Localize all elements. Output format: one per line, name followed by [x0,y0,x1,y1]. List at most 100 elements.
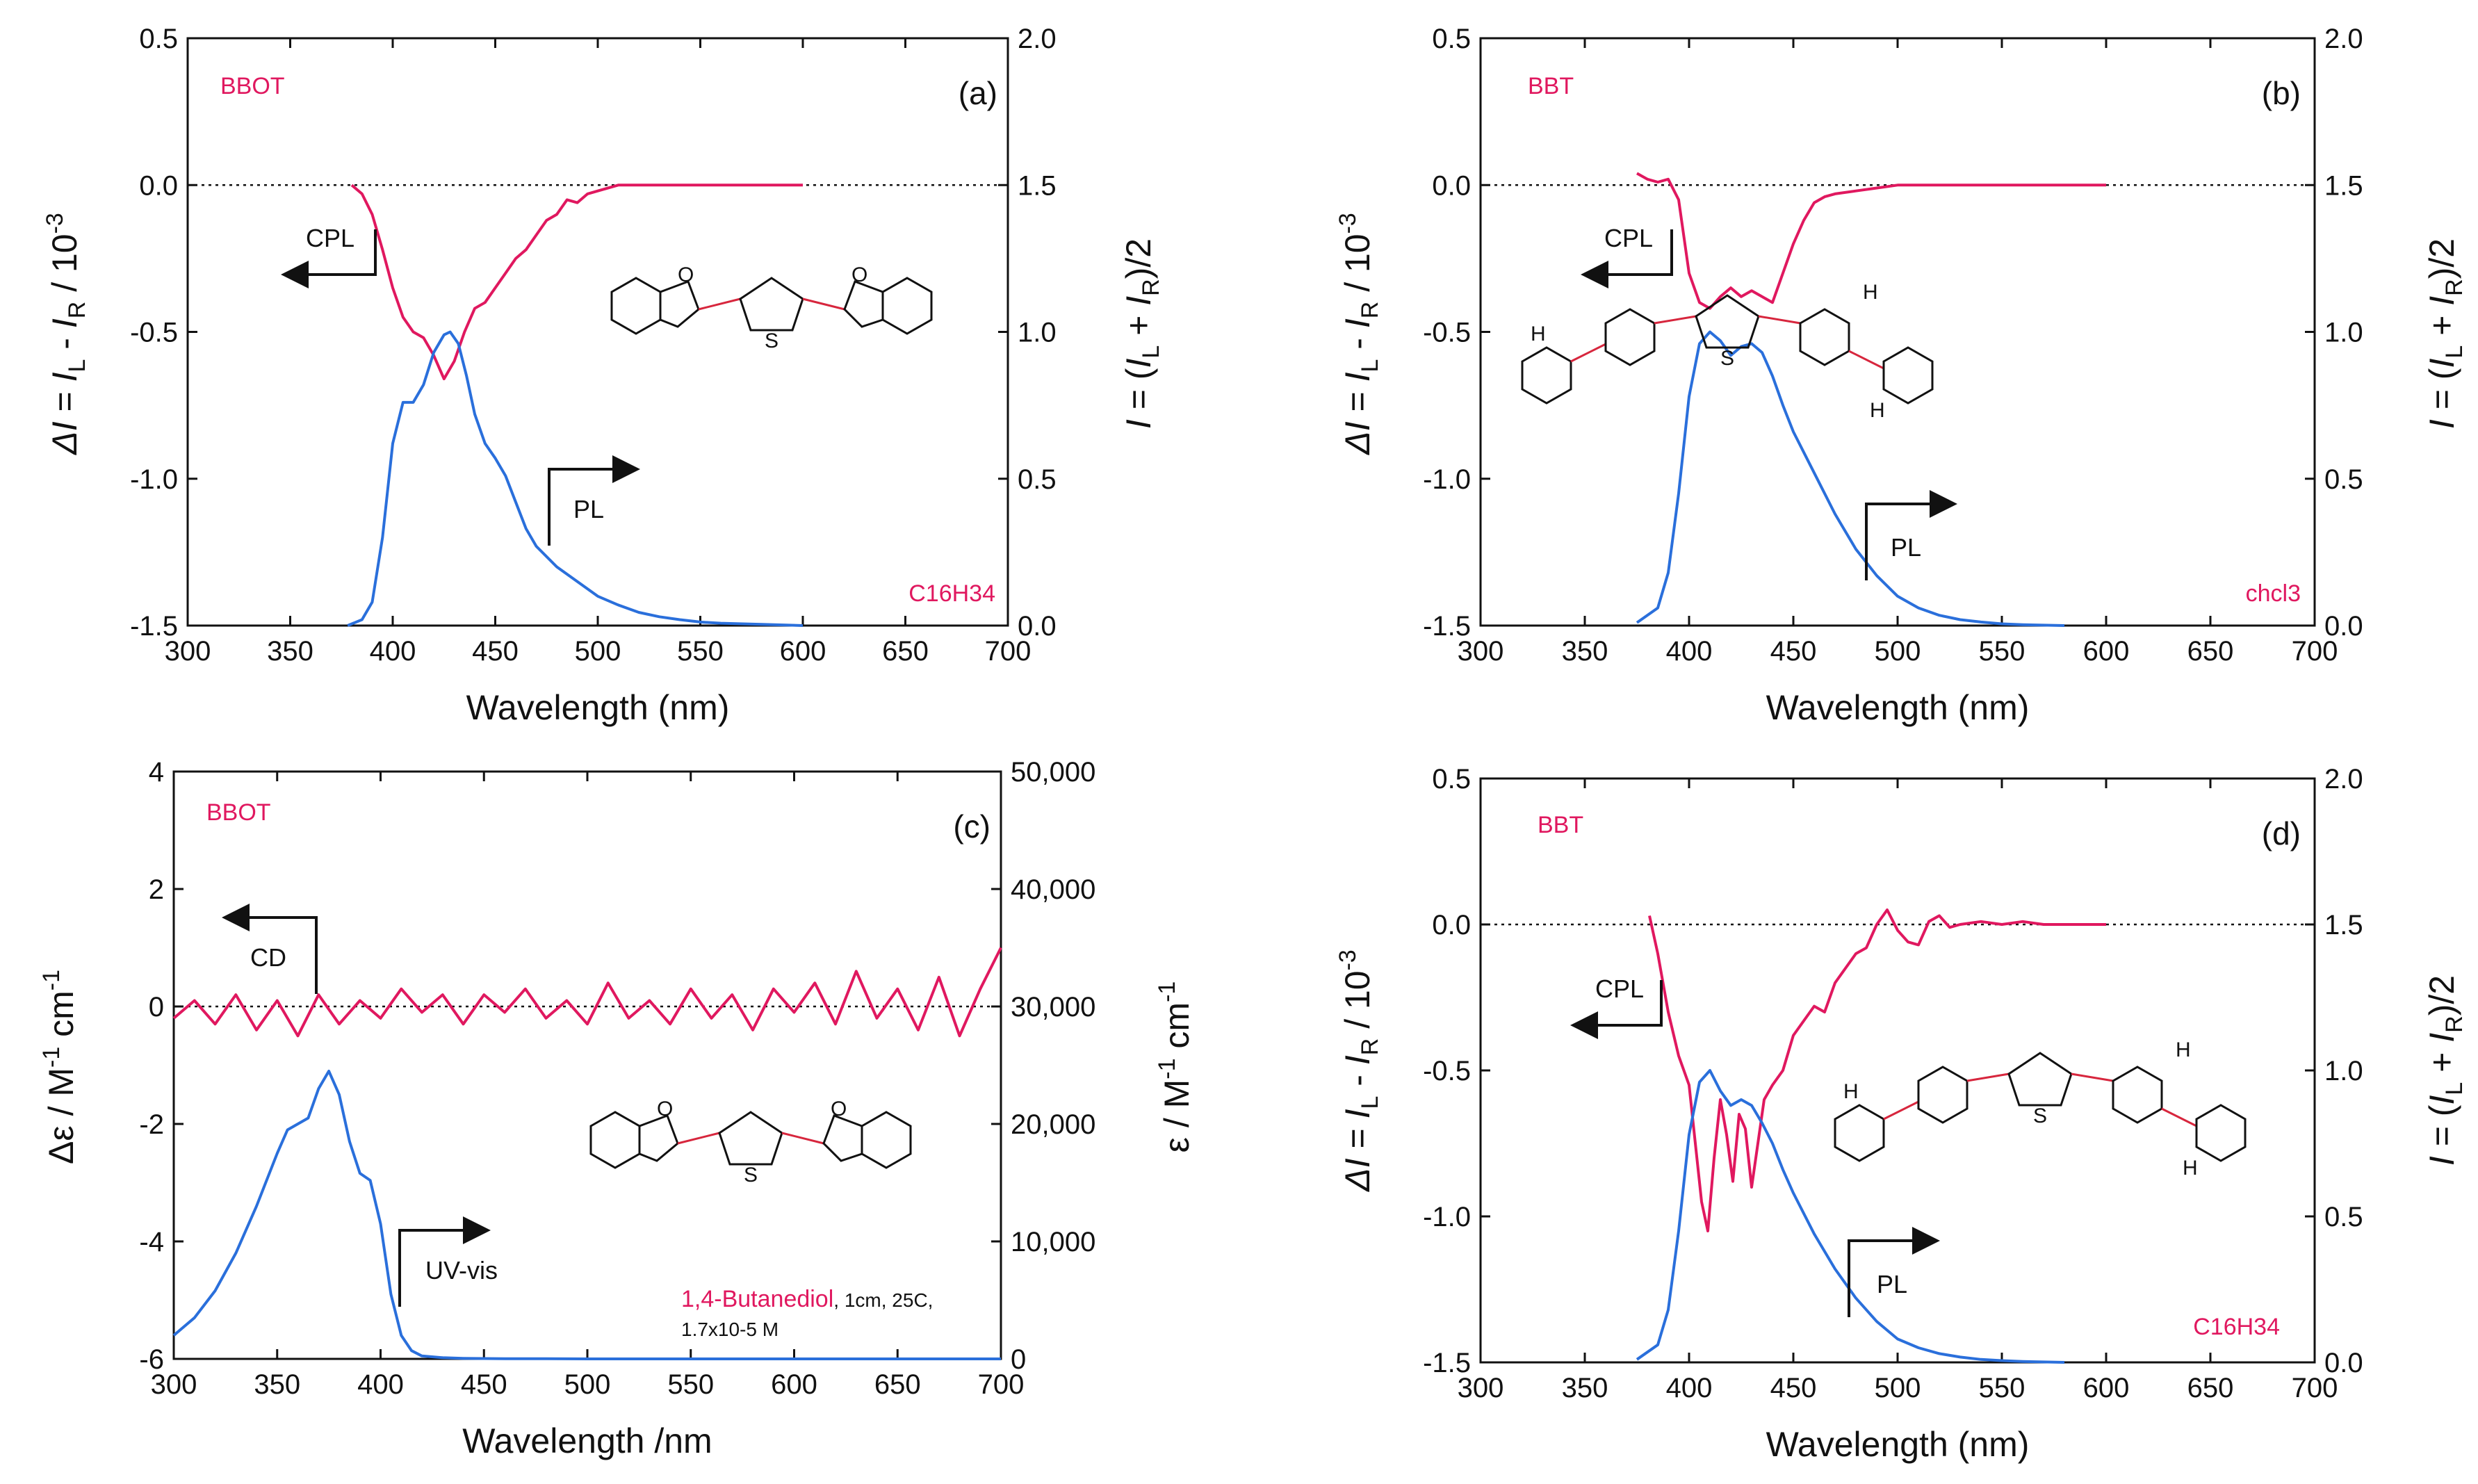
x-tick-label: 500 [575,636,621,667]
y-left-tick-label: -1.5 [1423,1348,1471,1378]
x-tick-label: 650 [874,1369,921,1400]
right-axis-title: ε / M-1 cm-1 [1154,981,1196,1153]
x-tick-label: 700 [2292,636,2338,667]
y-right-tick-label: 0.5 [2324,464,2363,495]
x-tick-label: 300 [1458,636,1504,667]
x-tick-label: 650 [2187,1373,2234,1403]
y-right-tick-label: 2.0 [2324,764,2363,794]
svg-text:H: H [1870,399,1885,422]
panel-label: (b) [2262,75,2301,111]
x-tick-label: 450 [1770,1373,1817,1403]
y-right-tick-label: 1.0 [2324,318,2363,348]
compound-label: BBOT [206,799,271,826]
y-right-tick-label: 0.5 [2324,1202,2363,1232]
compound-label: BBT [1538,812,1583,838]
x-tick-label: 600 [771,1369,817,1400]
svg-text:O: O [678,263,694,286]
svg-text:H: H [2176,1038,2191,1061]
cd-arrow: CD [222,904,318,994]
panel-label: (c) [953,808,991,845]
y-right-tick-label: 2.0 [1018,24,1057,54]
y-right-tick-label: 40,000 [1011,874,1095,905]
x-tick-label: 350 [254,1369,300,1400]
x-axis-title: Wavelength (nm) [1766,1425,2030,1464]
svg-text:H: H [1863,281,1878,304]
x-tick-label: 650 [882,636,929,667]
x-tick-label: 500 [1875,636,1921,667]
svg-text:S: S [2033,1104,2047,1127]
svg-text:S: S [1720,347,1734,370]
molecule-structure: O S O [610,263,933,352]
cpl-arrow: CPL [1581,224,1673,288]
x-tick-label: 300 [165,636,211,667]
y-left-tick-label: 0.0 [139,170,178,201]
x-axis-title: Wavelength (nm) [466,688,730,727]
solvent-label: C16H34 [908,580,995,607]
y-right-tick-label: 1.5 [1018,170,1057,201]
cpl-arrow: CPL [281,224,377,288]
y-left-tick-label: 2 [149,874,164,905]
compound-label: BBT [1528,73,1574,99]
svg-text:O: O [657,1098,673,1120]
molecule-structure: O S O [589,1098,912,1187]
y-left-tick-label: -0.5 [1423,318,1471,348]
x-tick-label: 550 [677,636,724,667]
y-right-tick-label: 0.0 [1018,611,1057,642]
series-line-pl [1636,330,2065,627]
svg-text:Δε / M-1 cm-1: Δε / M-1 cm-1 [38,970,81,1164]
panel-d: 300 350 400 450 500 550 600 650 700 0.5 0.0 -0.5 -1.… [1335,764,2468,1464]
svg-text:O: O [831,1098,847,1120]
conditions-note: 1,4-Butanediol, 1cm, 25C, [681,1286,933,1312]
cpl-arrow-label: CPL [1604,224,1653,252]
x-axis-title: Wavelength (nm) [1766,688,2030,727]
y-right-tick-label: 50,000 [1011,757,1095,788]
left-axis-title: ΔI = IL - IR / 10-3 [1335,949,1383,1192]
svg-text:H: H [2183,1157,2198,1180]
pl-arrow-label: PL [1891,533,1921,562]
y-right-tick-label: 30,000 [1011,992,1095,1022]
x-tick-label: 350 [1562,1373,1608,1403]
series-line-cpl [350,184,803,381]
right-axis-title: I = (IL + IR)/2 [1119,238,1164,429]
pl-arrow: PL [548,455,640,546]
solvent-label: chcl3 [2246,580,2301,607]
y-right-tick-label: 0.0 [2324,611,2363,642]
series-line-pl [347,330,804,627]
x-tick-label: 500 [1875,1373,1921,1403]
x-tick-label: 400 [1666,636,1713,667]
left-axis-title: Δε / M-1 cm-1 [38,970,81,1164]
y-left-tick-label: 0.0 [1432,910,1471,940]
panel-c: 300 350 400 450 500 550 600 650 700 4 2 0 -2 -4 -6 50,0… [38,757,1196,1460]
x-tick-label: 700 [985,636,1032,667]
x-axis-title: Wavelength /nm [462,1421,712,1460]
svg-text:O: O [851,263,867,286]
molecule-structure: S H H H [1834,1038,2247,1180]
x-tick-label: 450 [472,636,519,667]
left-axis-title: ΔI = IL - IR / 10-3 [42,213,90,455]
panel-label: (a) [959,75,997,111]
y-right-tick-label: 1.5 [2324,910,2363,940]
y-right-tick-label: 0 [1011,1344,1026,1375]
plot-frame [172,770,1002,1360]
y-left-tick-label: 0.5 [139,24,178,54]
right-axis-title: I = (IL + IR)/2 [2422,238,2468,429]
plot-area: 300 350 400 450 500 550 600 650 700 4 2 0 -2 -4 -6 50,0… [139,757,1095,1400]
solvent-label: C16H34 [2193,1314,2280,1340]
x-tick-label: 600 [2083,1373,2130,1403]
y-left-tick-label: -1.0 [1423,1202,1471,1232]
x-tick-label: 700 [978,1369,1025,1400]
y-right-tick-label: 1.5 [2324,170,2363,201]
svg-text:H: H [1531,323,1546,345]
svg-text:S: S [744,1164,758,1187]
conditions-note-line2: 1.7x10-5 M [681,1319,779,1340]
plot-frame [186,37,1009,627]
svg-text:S: S [765,329,779,352]
x-tick-label: 600 [780,636,826,667]
series-line-pl [1636,1069,2065,1364]
y-left-tick-label: -0.5 [1423,1056,1471,1086]
x-tick-label: 350 [1562,636,1608,667]
x-tick-label: 550 [1979,1373,2025,1403]
svg-text:ΔI = IL - IR / 10-3: ΔI = IL - IR / 10-3 [1335,949,1383,1192]
y-left-tick-label: 4 [149,757,164,788]
